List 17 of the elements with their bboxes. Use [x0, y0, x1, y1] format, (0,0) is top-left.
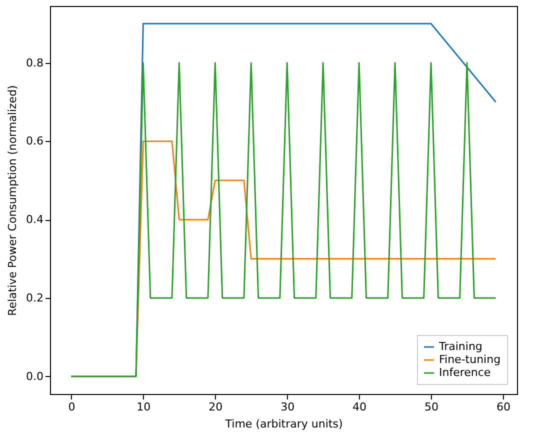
y-axis-title: Relative Power Consumption (normalized) [6, 85, 20, 316]
x-tick-label: 30 [280, 400, 295, 414]
x-tick-label: 10 [136, 400, 151, 414]
y-tick-label: 0.0 [26, 370, 44, 383]
y-tick-label: 0.6 [26, 134, 44, 148]
y-tick-label: 0.2 [26, 291, 44, 304]
y-tick-label: 0.4 [26, 213, 44, 226]
legend-label: Fine-tuning [439, 353, 501, 366]
x-tick-label: 40 [352, 400, 367, 414]
x-tick-label: 50 [424, 400, 439, 414]
x-axis-title: Time (arbitrary units) [224, 418, 343, 430]
legend-label: Inference [439, 366, 491, 379]
y-tick-label: 0.8 [26, 56, 44, 70]
x-tick-label: 60 [496, 400, 510, 414]
x-tick-label: 20 [208, 400, 223, 414]
x-tick-label: 0 [68, 400, 76, 414]
legend-label: Training [438, 340, 482, 353]
